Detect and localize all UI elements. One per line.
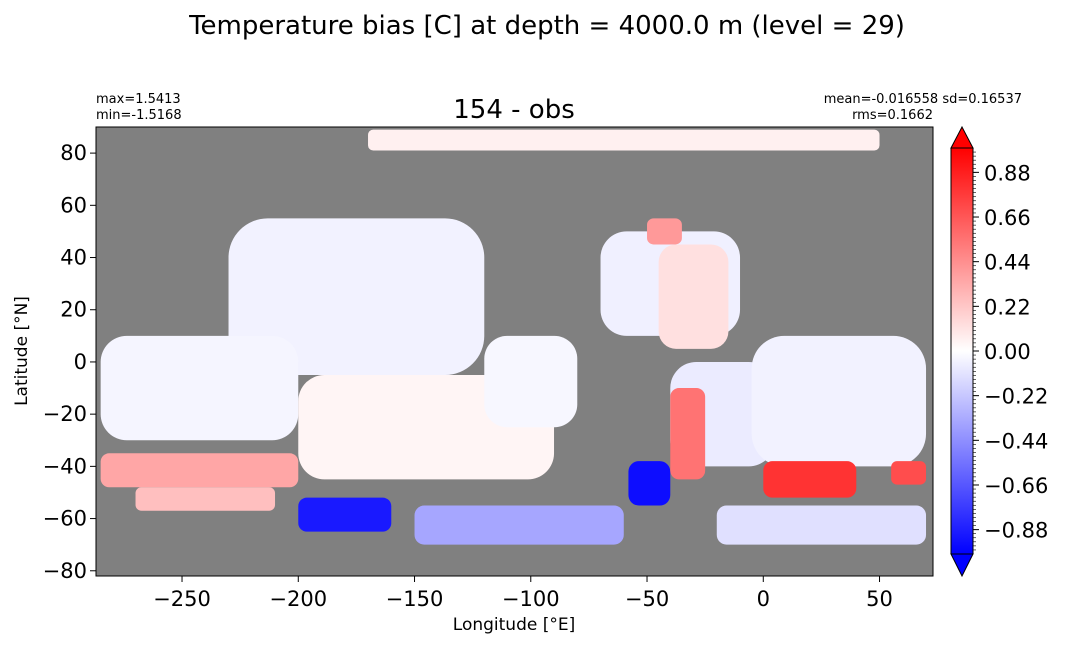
bias-field-layer (100, 129, 927, 545)
y-tick-label: 0 (74, 350, 87, 374)
stat-min: min=-1.5168 (96, 108, 182, 123)
bias-region-argentine-basin-cold (628, 461, 671, 506)
colorbar-tick-label: 0.88 (984, 161, 1031, 185)
y-tick-label: 60 (60, 193, 87, 217)
colorbar-tick-label: 0.22 (984, 295, 1031, 319)
bias-region-kerguelen-warm (891, 461, 927, 485)
bias-region-indian-ocean (751, 335, 927, 467)
x-tick-label: −250 (153, 587, 211, 611)
y-tick-label: −60 (43, 507, 87, 531)
colorbar-tick-label: −0.22 (984, 385, 1048, 409)
x-axis-label: Longitude [°E] (453, 615, 575, 635)
y-tick-label: −80 (43, 559, 87, 583)
map-plot-area (95, 126, 934, 577)
colorbar-tick-label: −0.66 (984, 474, 1048, 498)
plot-frame (95, 126, 934, 577)
x-tick-label: −150 (386, 587, 444, 611)
bias-region-west-pacific (100, 335, 299, 441)
stat-rms: rms=0.1662 (852, 108, 933, 123)
bias-region-east-atlantic (658, 244, 729, 349)
y-tick-label: 40 (60, 246, 87, 270)
bias-region-eastern-pacific (484, 335, 578, 428)
x-tick-label: −50 (625, 587, 669, 611)
x-axis: −250 −200 −150 −100 −50 0 50 (153, 576, 893, 611)
bias-region-subpolar-atlantic-warm (647, 218, 682, 245)
bias-region-north-pacific (228, 218, 485, 375)
x-tick-label: 0 (757, 587, 770, 611)
y-tick-label: 20 (60, 298, 87, 322)
bias-region-tasman-sea-warm (100, 453, 299, 488)
x-tick-label: −100 (502, 587, 560, 611)
x-tick-label: −200 (269, 587, 327, 611)
bias-region-south-tasman-warm (135, 487, 276, 511)
colorbar-extend-min (950, 553, 974, 578)
colorbar-tick-label: 0.44 (984, 251, 1031, 275)
axes-title: 154 - obs (453, 95, 575, 125)
bias-region-arctic-strip (368, 129, 880, 151)
bias-region-brazil-margin-warm (670, 388, 706, 480)
y-axis: −80 −60 −40 −20 0 20 40 60 80 (43, 141, 96, 583)
colorbar-tick-label: 0.00 (984, 340, 1031, 364)
y-tick-label: −20 (43, 402, 87, 426)
x-tick-label: 50 (866, 587, 893, 611)
figure-suptitle: Temperature bias [C] at depth = 4000.0 m… (188, 11, 905, 41)
stat-mean-sd: mean=-0.016558 sd=0.16537 (824, 92, 1022, 107)
colorbar-tick-label: 0.66 (984, 206, 1031, 230)
bias-region-pacific-sector-cold (414, 505, 624, 545)
y-axis-label: Latitude [°N] (12, 296, 32, 406)
bias-region-weddell-enderby (716, 505, 927, 545)
colorbar: −0.88 −0.66 −0.44 −0.22 0.00 0.22 0.44 0.66 0.88 (950, 125, 1048, 578)
bias-region-ross-sea-cold (298, 497, 392, 532)
colorbar-gradient (950, 147, 974, 555)
stat-max: max=1.5413 (96, 92, 181, 107)
colorbar-extend-max (950, 125, 974, 149)
colorbar-ticks: −0.88 −0.66 −0.44 −0.22 0.00 0.22 0.44 0.66 0.88 (973, 151, 1048, 551)
bias-region-agulhas-warm (763, 461, 857, 498)
y-tick-label: −40 (43, 454, 87, 478)
colorbar-tick-label: −0.88 (984, 519, 1048, 543)
y-tick-label: 80 (60, 141, 87, 165)
colorbar-tick-label: −0.44 (984, 429, 1048, 453)
